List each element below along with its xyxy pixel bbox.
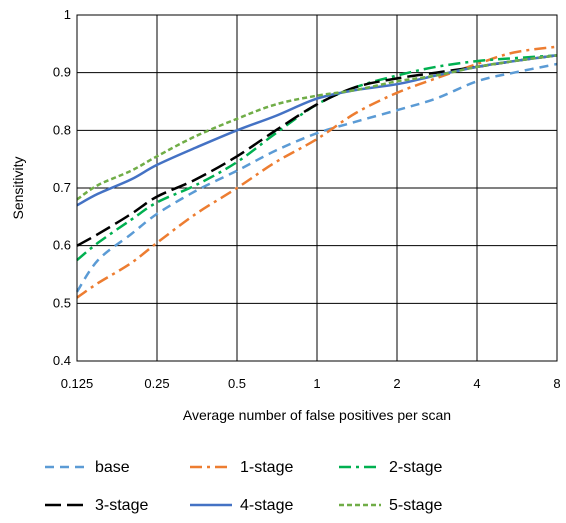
series-line-1-stage — [76, 45, 558, 299]
legend-label-4-stage: 4-stage — [240, 497, 293, 514]
legend-label-1-stage: 1-stage — [240, 459, 293, 476]
plot-frame — [76, 14, 558, 362]
x-tick-label: 8 — [553, 376, 560, 391]
y-tick-label: 0.5 — [53, 295, 71, 310]
x-tick-label: 1 — [313, 376, 320, 391]
series-line-base — [75, 62, 558, 293]
y-tick-label: 0.9 — [53, 65, 71, 80]
x-tick-label: 0.5 — [228, 376, 246, 391]
y-tick-label: 1 — [64, 7, 71, 22]
series-line-2-stage — [76, 54, 558, 262]
x-axis-title: Average number of false positives per sc… — [183, 407, 451, 423]
y-tick-labels: 0.4 0.5 0.6 0.7 0.8 0.9 1 — [53, 7, 71, 368]
x-tick-labels: 0.125 0.25 0.5 1 2 4 8 — [61, 376, 561, 391]
y-tick-label: 0.7 — [53, 180, 71, 195]
legend-label-2-stage: 2-stage — [389, 459, 442, 476]
legend-label-3-stage: 3-stage — [95, 497, 148, 514]
x-tick-label: 0.125 — [61, 376, 94, 391]
legend-label-5-stage: 5-stage — [389, 497, 442, 514]
x-tick-label: 2 — [393, 376, 400, 391]
y-tick-label: 0.8 — [53, 122, 71, 137]
y-axis-title: Sensitivity — [10, 156, 26, 219]
legend: base 1-stage 2-stage 3-stage 4-stage 5-stage — [45, 459, 442, 514]
x-tick-label: 0.25 — [144, 376, 169, 391]
y-tick-label: 0.6 — [53, 238, 71, 253]
legend-label-base: base — [95, 459, 130, 476]
series-line-5-stage — [76, 54, 558, 201]
y-tick-label: 0.4 — [53, 353, 71, 368]
series-lines — [75, 45, 558, 299]
series-line-4-stage — [76, 54, 558, 207]
x-tick-label: 4 — [473, 376, 480, 391]
